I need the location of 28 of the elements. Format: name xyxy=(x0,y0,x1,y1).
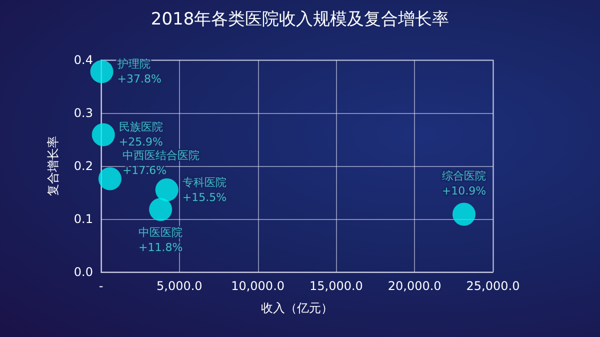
point xyxy=(155,178,178,202)
point xyxy=(92,123,115,146)
point xyxy=(98,167,122,190)
y-tick-label: 0.0 xyxy=(74,265,93,279)
series-label: 民族医院 xyxy=(118,120,163,134)
y-tick-label: 0.2 xyxy=(74,159,93,173)
point xyxy=(452,202,476,226)
y-tick-label: 0.1 xyxy=(74,212,93,226)
data-label: +15.5% xyxy=(182,190,227,204)
x-tick-label: 10,000.0 xyxy=(231,279,285,293)
data-label: +17.6% xyxy=(122,164,167,178)
data-label: +25.9% xyxy=(118,136,164,149)
chart-title: 2018年各类医院收入规模及复合增长率 xyxy=(150,10,450,30)
point xyxy=(149,198,172,221)
series-label: 专科医院 xyxy=(182,176,226,189)
x-tick-label: 15,000.0 xyxy=(309,279,363,293)
y-tick-label: 0.4 xyxy=(74,53,93,67)
x-axis-title: 收入（亿元） xyxy=(261,301,333,315)
x-tick-label: 20,000.0 xyxy=(388,279,442,293)
text: 综合医院 xyxy=(442,170,486,183)
x-tick-label: - xyxy=(98,279,104,293)
y-axis-title: 复合增长率 xyxy=(46,136,60,196)
y-tick-label: 0.3 xyxy=(74,106,93,120)
x-tick-label: 5,000.0 xyxy=(156,279,202,293)
x-tick-label: 25,000.0 xyxy=(466,279,520,293)
data-label: +10.9% xyxy=(442,184,486,198)
series-label: 护理院 xyxy=(116,58,150,71)
data-label: +37.8% xyxy=(117,72,162,86)
